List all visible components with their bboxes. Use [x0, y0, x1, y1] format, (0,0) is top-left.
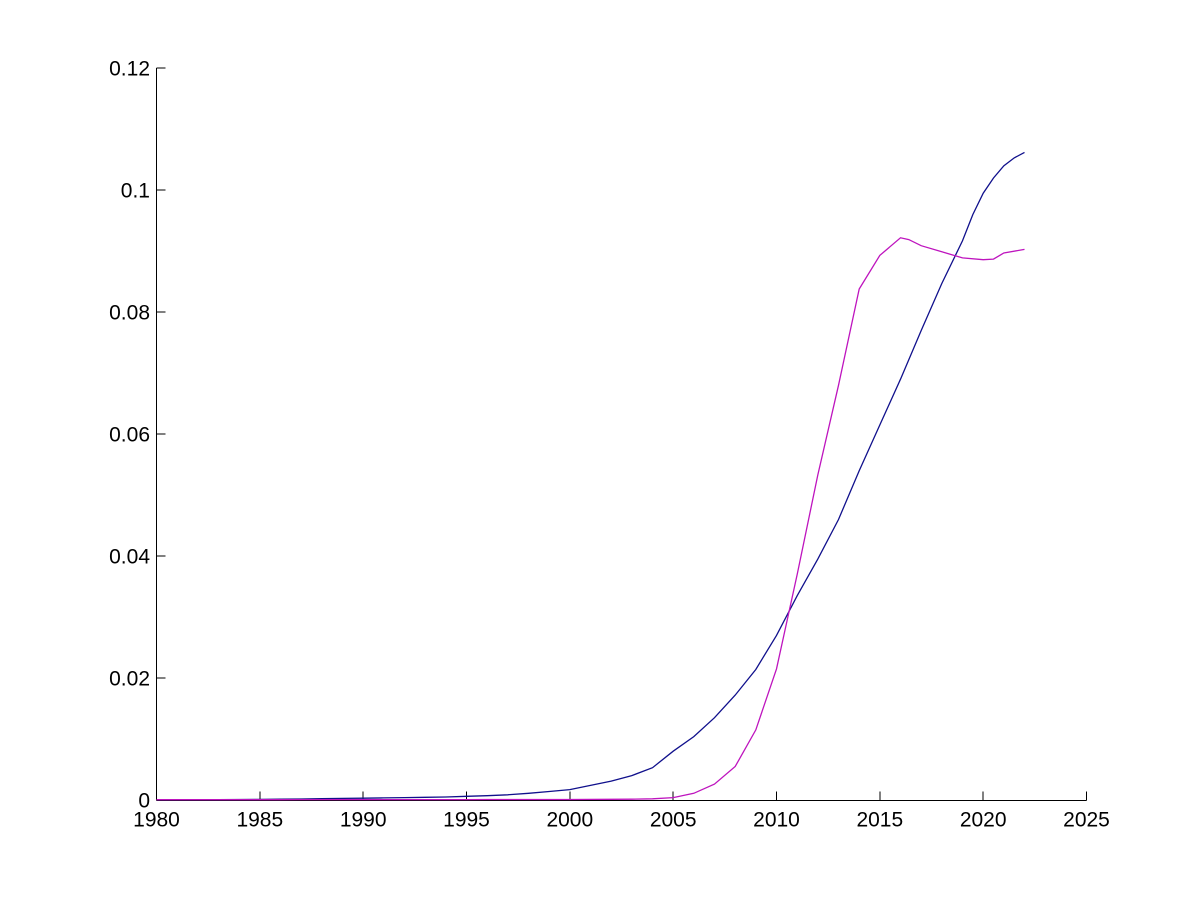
svg-text:0.1: 0.1	[121, 180, 150, 203]
svg-text:0: 0	[138, 790, 150, 813]
svg-text:0.02: 0.02	[109, 668, 150, 691]
svg-text:2020: 2020	[960, 809, 1007, 832]
svg-text:2010: 2010	[753, 809, 800, 832]
svg-text:0.06: 0.06	[109, 424, 150, 447]
svg-text:0.12: 0.12	[109, 58, 150, 81]
svg-text:1980: 1980	[133, 809, 180, 832]
svg-text:0.04: 0.04	[109, 546, 150, 569]
svg-text:2005: 2005	[650, 809, 697, 832]
svg-text:2000: 2000	[546, 809, 593, 832]
svg-text:1985: 1985	[236, 809, 283, 832]
svg-text:1995: 1995	[443, 809, 490, 832]
svg-text:2025: 2025	[1063, 809, 1110, 832]
svg-text:2015: 2015	[856, 809, 903, 832]
svg-text:1990: 1990	[340, 809, 387, 832]
svg-text:0.08: 0.08	[109, 302, 150, 325]
